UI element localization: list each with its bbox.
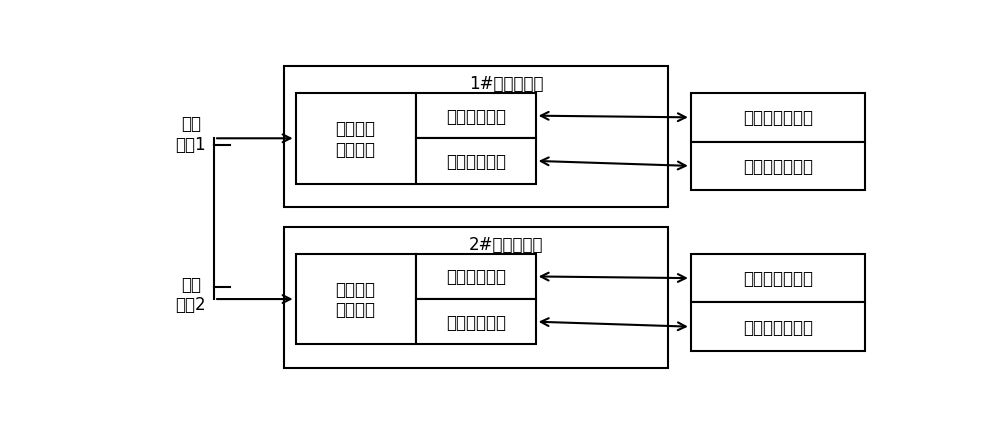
Text: 通道二（备）: 通道二（备） [446, 152, 506, 171]
FancyBboxPatch shape [296, 254, 416, 345]
FancyBboxPatch shape [284, 227, 668, 368]
Text: 前轮舵机主通道: 前轮舵机主通道 [743, 270, 813, 287]
FancyBboxPatch shape [284, 67, 668, 207]
Text: 前轮舵机备通道: 前轮舵机备通道 [743, 158, 813, 175]
Text: 通道一（主）: 通道一（主） [446, 268, 506, 286]
FancyBboxPatch shape [691, 303, 865, 351]
FancyBboxPatch shape [296, 94, 416, 184]
FancyBboxPatch shape [691, 142, 865, 191]
Text: 切换
指令1: 切换 指令1 [176, 115, 206, 153]
Text: 通道二（备）: 通道二（备） [446, 313, 506, 331]
FancyBboxPatch shape [416, 139, 536, 184]
FancyBboxPatch shape [691, 94, 865, 142]
FancyBboxPatch shape [416, 299, 536, 345]
Text: 切换指令
接口电路: 切换指令 接口电路 [336, 280, 376, 319]
Text: 风门舵机主通道: 风门舵机主通道 [743, 109, 813, 127]
Text: 切换
指令2: 切换 指令2 [176, 275, 206, 314]
Text: 1#舵机控制器: 1#舵机控制器 [469, 75, 544, 93]
FancyBboxPatch shape [691, 254, 865, 303]
FancyBboxPatch shape [416, 94, 536, 139]
Text: 2#舵机控制器: 2#舵机控制器 [469, 235, 544, 253]
FancyBboxPatch shape [416, 254, 536, 299]
Text: 切换指令
接口电路: 切换指令 接口电路 [336, 120, 376, 158]
Text: 通道一（主）: 通道一（主） [446, 108, 506, 125]
Text: 风门舵机备通道: 风门舵机备通道 [743, 318, 813, 336]
